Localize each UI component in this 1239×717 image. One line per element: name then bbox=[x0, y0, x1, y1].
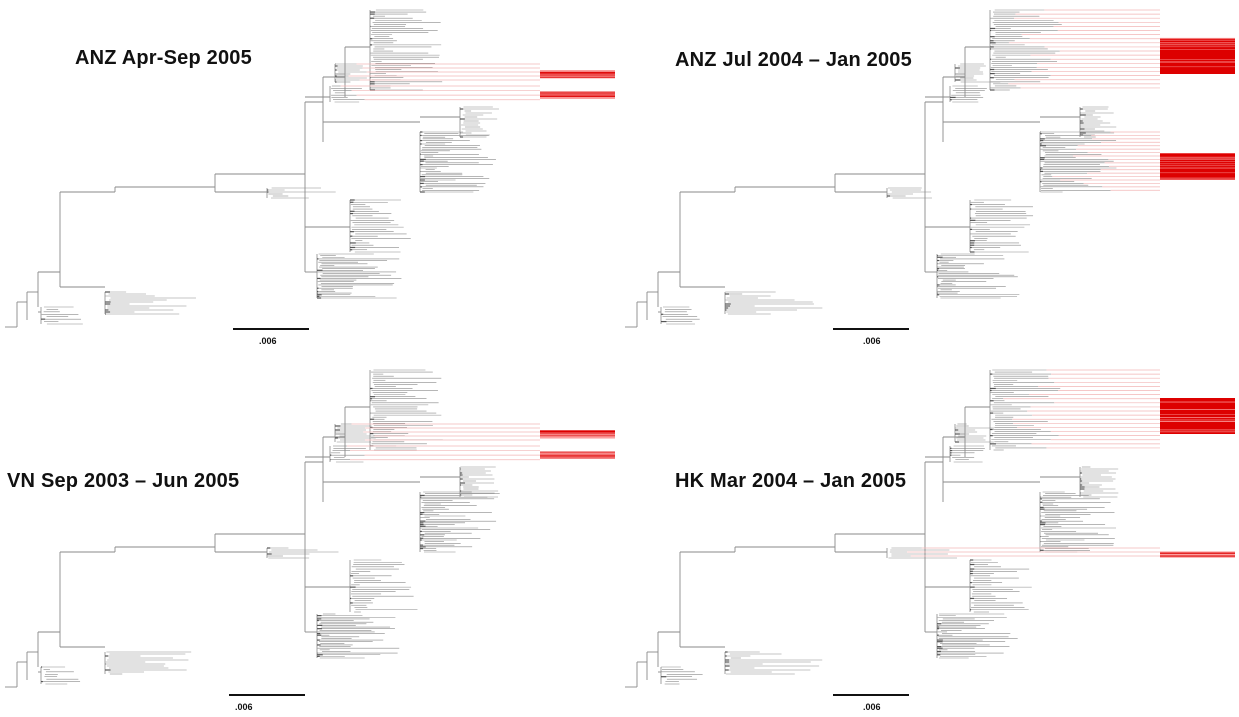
panel-title: ANZ Apr-Sep 2005 bbox=[75, 47, 252, 69]
panel-title: VN Sep 2003 – Jun 2005 bbox=[7, 470, 240, 492]
phylogenetic-tree bbox=[625, 369, 1235, 696]
phylogenetic-tree bbox=[5, 369, 615, 696]
phylogenetic-tree bbox=[625, 9, 1235, 330]
tree-branches bbox=[5, 369, 500, 688]
panel-title: ANZ Jul 2004 – Jan 2005 bbox=[675, 49, 912, 71]
tree-panel-anz-apr-sep-2005: ANZ Apr-Sep 2005 .006 bbox=[5, 2, 615, 357]
highlighted-sequences bbox=[340, 63, 615, 101]
tree-panel-vn-sep-2003-jun-2005: VN Sep 2003 – Jun 2005 .006 bbox=[5, 362, 615, 717]
scale-bar-label: .006 bbox=[235, 702, 253, 712]
tree-branches bbox=[5, 9, 499, 328]
highlighted-sequences bbox=[907, 369, 1235, 558]
highlighted-sequence-block bbox=[540, 70, 615, 79]
tree-branches bbox=[625, 369, 1119, 688]
scale-bar-label: .006 bbox=[863, 336, 881, 346]
tree-panel-anz-jul-2004-jan-2005: ANZ Jul 2004 – Jan 2005 .006 bbox=[625, 2, 1235, 357]
highlighted-sequence-block bbox=[1160, 38, 1235, 74]
highlighted-sequence-block bbox=[1160, 153, 1235, 180]
panel-title: HK Mar 2004 – Jan 2005 bbox=[675, 470, 907, 492]
highlighted-sequence-block bbox=[540, 91, 615, 99]
highlighted-sequences bbox=[346, 423, 615, 461]
tree-branches bbox=[625, 9, 1117, 328]
scale-bar-label: .006 bbox=[259, 336, 277, 346]
scale-bar-label: .006 bbox=[863, 702, 881, 712]
highlighted-sequence-block bbox=[1160, 398, 1235, 434]
phylogenetic-tree bbox=[5, 9, 615, 330]
tree-panel-hk-mar-2004-jan-2005: HK Mar 2004 – Jan 2005 .006 bbox=[625, 362, 1235, 717]
highlighted-sequences bbox=[1008, 9, 1235, 191]
